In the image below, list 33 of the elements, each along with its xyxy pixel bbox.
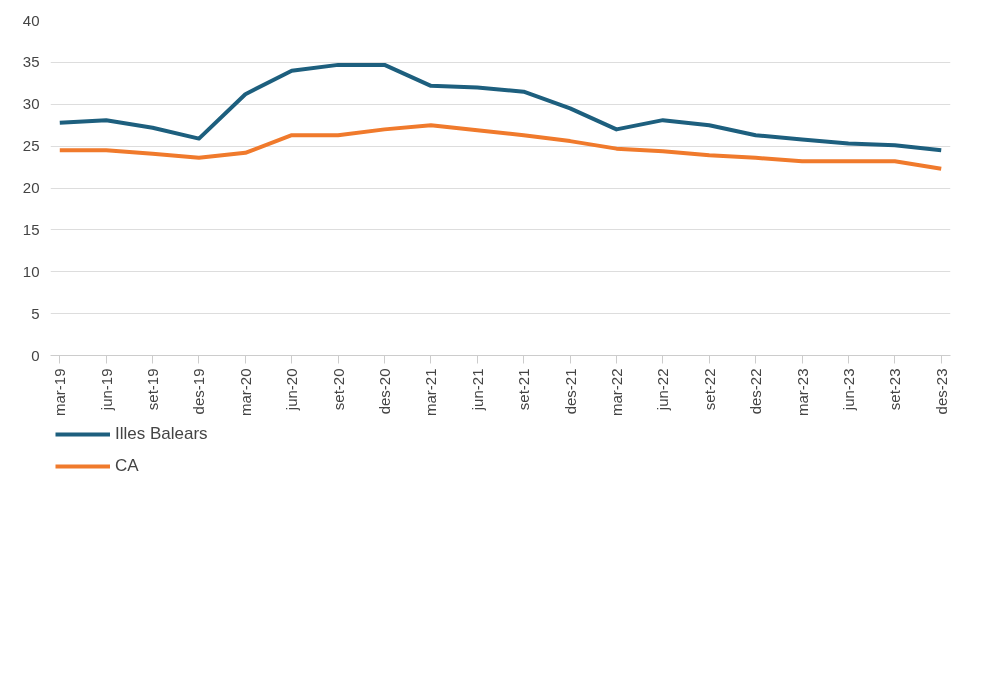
y-tick-label: 40 [22,11,40,29]
legend-label: Illes Balears [115,424,208,444]
y-tick-label: 5 [31,304,40,322]
x-tick-label: jun-20 [283,368,301,412]
x-tick-label: jun-21 [468,368,486,412]
y-tick-label: 10 [22,262,40,280]
x-tick-label: set-21 [515,368,533,411]
x-tick-label: jun-22 [654,368,672,412]
line-series [57,123,944,171]
x-tick-label: des-19 [190,368,208,415]
y-tick-label: 0 [31,346,40,364]
x-tick-label: mar-22 [607,368,625,417]
x-tick-label: set-22 [700,368,718,411]
x-tick-label: mar-20 [236,368,254,417]
x-tick-label: mar-21 [422,368,440,417]
x-tick-label: des-22 [747,368,765,415]
x-tick-label: des-20 [376,368,394,415]
x-tick-label: set-23 [886,368,904,411]
y-tick-label: 20 [22,179,40,196]
x-tick-label: mar-19 [51,368,69,417]
line-series [57,62,944,153]
y-tick-label: 15 [22,220,40,238]
legend-label: CA [115,456,139,476]
x-tick-label: mar-23 [793,368,811,417]
x-tick-label: des-23 [932,368,950,415]
x-tick-label: jun-23 [839,368,857,412]
x-tick-label: set-20 [329,368,347,411]
x-tick-label: set-19 [144,368,162,411]
y-tick-label: 30 [22,95,40,113]
x-tick-label: jun-19 [97,368,115,412]
y-tick-label: 35 [22,53,40,71]
y-tick-label: 25 [22,137,40,155]
x-tick-label: des-21 [561,368,579,415]
